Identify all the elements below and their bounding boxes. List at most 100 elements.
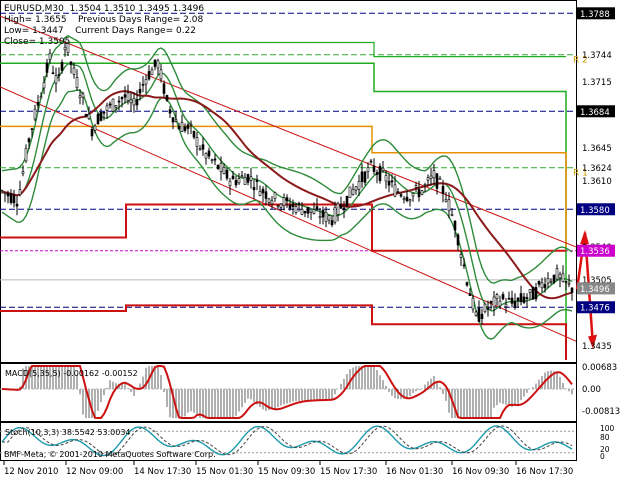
candle-body — [393, 184, 397, 197]
candle-body — [219, 163, 223, 173]
candle-body — [204, 153, 208, 159]
candle-body — [330, 220, 334, 226]
price-tag-bg — [577, 282, 615, 295]
stoch-scale-label: 20 — [600, 445, 610, 454]
up-arrow-head — [580, 229, 589, 245]
candle-body — [168, 109, 172, 114]
stoch-scale-label: 100 — [600, 424, 615, 433]
r2-label: R 2 — [573, 55, 588, 65]
candle-body — [441, 185, 445, 195]
candle-body — [543, 284, 547, 289]
candle-body — [177, 125, 181, 130]
candle-body — [504, 303, 508, 307]
pivot-step-line — [0, 203, 566, 252]
candle-body — [48, 53, 52, 60]
price-tag: 1.3476 — [580, 304, 610, 314]
candle-body — [126, 92, 130, 101]
candle-body — [180, 122, 184, 132]
candle-body — [531, 287, 535, 300]
price-tick-label: 1.3744 — [582, 51, 612, 61]
stoch-label: Stoch(10,3,3) 38.5542 53.0034 — [5, 428, 131, 437]
candle-body — [255, 179, 259, 182]
candle-body — [561, 273, 565, 282]
channel-upper-line — [0, 15, 577, 248]
candle-body — [381, 167, 385, 171]
candle-body — [420, 190, 424, 195]
candle-body — [444, 199, 448, 202]
candle-body — [501, 294, 505, 300]
candle-body — [321, 209, 325, 218]
candle-body — [528, 289, 532, 293]
candle-body — [90, 128, 94, 137]
price-tick-label: 1.3624 — [582, 164, 612, 174]
time-label: 16 Nov 17:30 — [516, 467, 573, 477]
candle-body — [483, 303, 487, 312]
stoch-main-line — [1, 425, 573, 457]
candle-body — [141, 84, 145, 86]
candle-body — [201, 144, 205, 150]
candle-body — [489, 301, 493, 304]
price-tick-label: 1.3505 — [582, 276, 612, 286]
candle-body — [252, 187, 256, 191]
candle-body — [471, 297, 475, 310]
candle-body — [486, 307, 490, 310]
candle-body — [213, 158, 217, 161]
candle-body — [546, 278, 550, 284]
candle-body — [267, 198, 271, 203]
macd-scale-label: 0.00 — [582, 385, 601, 395]
r2-step-line — [0, 41, 566, 58]
candle-body — [300, 208, 304, 215]
candle-body — [285, 197, 289, 202]
candle-body — [258, 190, 262, 196]
candle-body — [57, 74, 61, 76]
candle-body — [351, 189, 355, 195]
candle-body — [306, 206, 310, 214]
candle-body — [234, 180, 238, 186]
candle-body — [123, 94, 127, 98]
candle-body — [345, 195, 349, 207]
price-tag: 1.3496 — [580, 285, 610, 295]
candle-body — [369, 160, 373, 163]
candle-body — [33, 108, 37, 120]
candle-body — [534, 287, 538, 300]
candle-body — [288, 204, 292, 209]
price-tick-label: 1.3435 — [582, 342, 612, 352]
candle-body — [87, 114, 91, 120]
price-tag-bg — [577, 7, 615, 20]
candle-body — [540, 282, 544, 289]
candle-body — [99, 112, 103, 121]
macd-layer: 0.00683 0.00 -0.00813 — [0, 363, 620, 419]
price-tag-bg — [577, 105, 615, 118]
macd-signal-line — [1, 365, 573, 419]
candle-body — [282, 197, 286, 206]
candle-body — [165, 95, 169, 101]
candle-body — [465, 282, 469, 286]
price-tag: 1.3580 — [580, 206, 610, 216]
time-label: 15 Nov 09:30 — [258, 467, 315, 477]
candle-body — [192, 131, 196, 138]
stoch-signal-line — [2, 425, 573, 457]
candle-body — [66, 41, 70, 53]
candle-body — [144, 79, 148, 85]
candle-body — [516, 297, 520, 301]
candle-body — [45, 62, 49, 73]
candle-body — [390, 180, 394, 183]
down-arrow-head — [588, 334, 597, 349]
candle-body — [111, 98, 115, 112]
candle-body — [324, 211, 328, 222]
candle-body — [78, 95, 82, 99]
candle-body — [135, 99, 139, 106]
candle-body — [429, 175, 433, 179]
candle-body — [171, 117, 175, 123]
candle-body — [435, 173, 439, 189]
candle-body — [567, 282, 571, 285]
candle-body — [480, 313, 484, 319]
time-label: 16 Nov 01:30 — [386, 467, 443, 477]
candle-body — [114, 105, 118, 108]
candle-body — [468, 293, 472, 296]
candle-body — [294, 206, 298, 213]
stoch-scale-label: 0 — [600, 452, 605, 461]
candle-body — [159, 69, 163, 80]
